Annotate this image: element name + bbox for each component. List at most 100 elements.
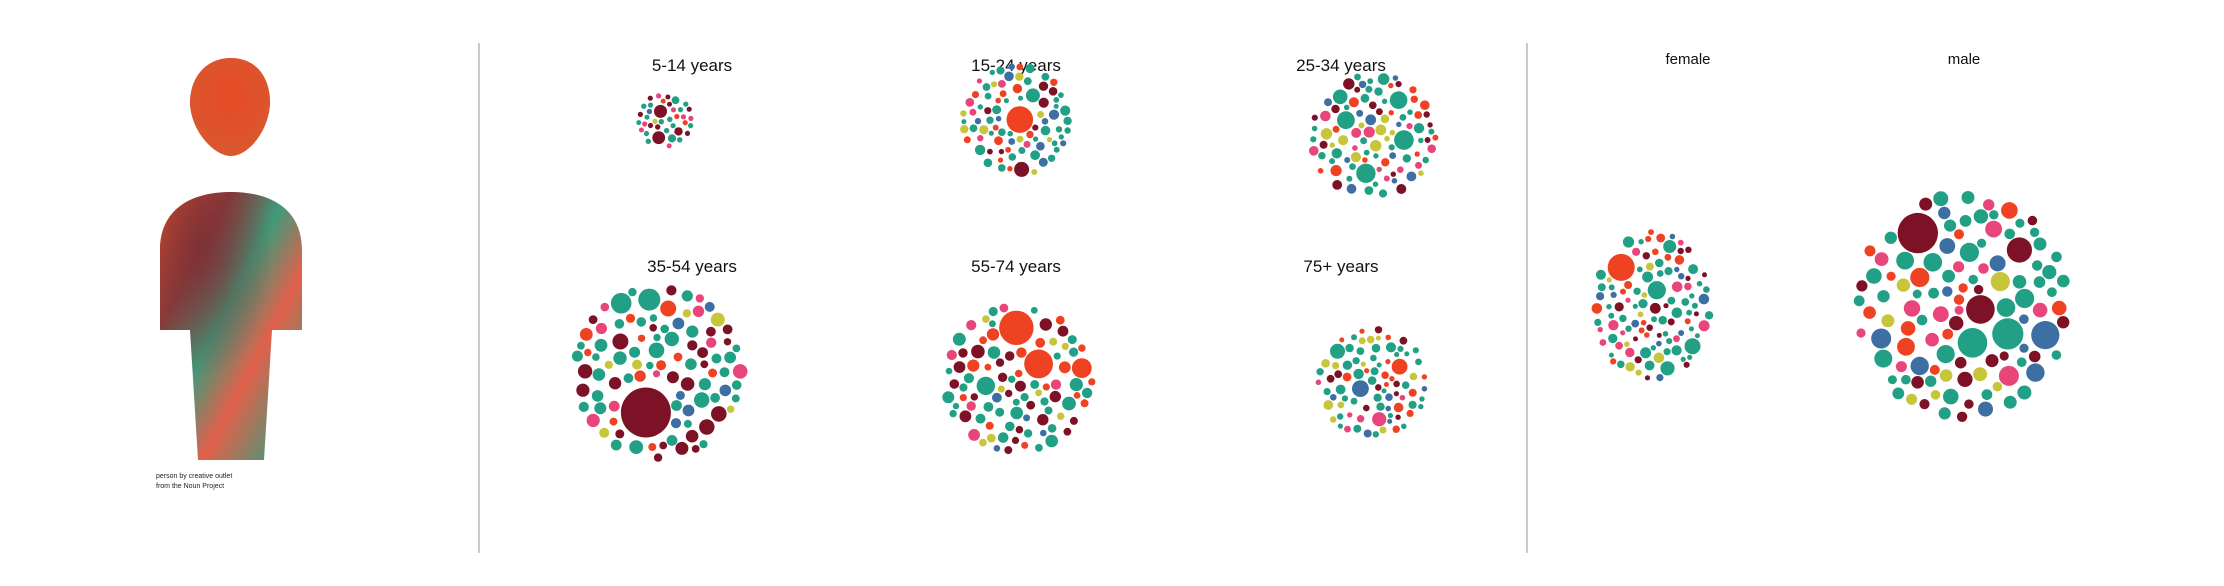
bubble — [1887, 375, 1897, 385]
bubble — [2051, 251, 2062, 263]
bubble — [976, 78, 983, 84]
bubble — [688, 123, 694, 129]
bubble — [732, 364, 748, 379]
bubble — [998, 164, 1006, 172]
bubble — [685, 429, 699, 443]
bubble — [671, 400, 682, 411]
bubble — [674, 113, 680, 120]
bubble — [610, 439, 622, 451]
bubble — [628, 287, 637, 297]
bubble — [2004, 228, 2015, 240]
bubble — [983, 158, 993, 168]
bubble — [664, 331, 679, 347]
bubble — [1370, 140, 1382, 152]
bubble — [1691, 302, 1698, 309]
bubble — [1999, 351, 2009, 361]
bubble — [1664, 267, 1673, 276]
bubble — [1023, 140, 1031, 148]
bubble — [577, 341, 585, 350]
bubble — [680, 377, 695, 391]
bubble — [1331, 104, 1340, 114]
bubble — [1387, 418, 1393, 424]
bubble — [1344, 425, 1351, 433]
bubble — [984, 92, 992, 100]
bubble — [1390, 171, 1397, 177]
bubble — [652, 118, 658, 124]
bubble — [1610, 358, 1617, 365]
bubble — [1973, 367, 1988, 382]
bubble — [1409, 372, 1418, 381]
bubble — [1388, 82, 1394, 89]
bubble — [1388, 144, 1395, 151]
bubble — [644, 114, 650, 120]
bubble — [1614, 302, 1624, 312]
bubble — [1358, 122, 1365, 129]
bubble — [1330, 165, 1342, 177]
bubble — [1311, 125, 1318, 132]
bubble — [1957, 371, 1973, 387]
bubble — [966, 320, 977, 331]
bubble — [1014, 380, 1026, 392]
bubble — [579, 328, 593, 341]
bubble — [1422, 156, 1429, 164]
bubble — [629, 346, 641, 358]
bubble — [1645, 235, 1652, 243]
bubble — [1352, 357, 1360, 365]
bubble — [1342, 360, 1353, 370]
bubble — [1396, 184, 1407, 194]
bubble — [970, 393, 978, 401]
bubble — [1678, 273, 1685, 280]
bubble — [2006, 237, 2032, 263]
bubble — [1396, 121, 1402, 128]
bubble — [686, 106, 692, 112]
bubble — [1341, 395, 1348, 402]
bubble — [699, 419, 715, 435]
bubble — [1938, 206, 1951, 220]
bubble — [1329, 158, 1336, 165]
bubble — [670, 418, 682, 429]
bubble — [1377, 73, 1390, 85]
bubble — [1930, 390, 1941, 400]
bubble — [1608, 320, 1619, 331]
bubble — [646, 361, 654, 370]
bubble — [1343, 104, 1350, 111]
bubble — [1038, 157, 1048, 167]
bubble — [1698, 293, 1710, 305]
bubble — [1625, 325, 1632, 332]
bubble — [1063, 116, 1072, 126]
bubble — [675, 441, 689, 455]
bubble — [591, 390, 604, 402]
bubble — [1062, 396, 1076, 411]
bubble — [986, 328, 1000, 341]
bubble — [1678, 330, 1685, 336]
bubble — [1652, 248, 1659, 256]
bubble — [667, 116, 673, 123]
bubble — [1004, 446, 1013, 455]
bubble — [604, 360, 613, 369]
bubble — [1005, 146, 1011, 153]
bubble — [672, 317, 685, 330]
bubble — [1418, 403, 1424, 410]
image-credit: person by creative outlet from the Noun … — [156, 472, 232, 492]
bubble — [1347, 412, 1353, 418]
bubble — [1884, 231, 1898, 244]
group-label-75-plus: 75+ years — [1303, 257, 1379, 276]
bubble — [1685, 246, 1692, 253]
bubble — [1005, 421, 1015, 432]
bubble — [999, 90, 1007, 98]
bubble — [1080, 399, 1089, 408]
bubble — [969, 108, 977, 116]
bubble — [1011, 436, 1020, 444]
bubble — [946, 349, 957, 361]
bubble — [959, 410, 972, 423]
bubble — [1337, 413, 1344, 420]
bubble — [655, 124, 661, 130]
bubble — [1853, 295, 1865, 307]
bubble — [1681, 298, 1690, 306]
bubble — [1413, 123, 1425, 134]
bubble — [1385, 359, 1391, 365]
bubble — [1069, 347, 1079, 357]
bubble — [1324, 98, 1332, 107]
bubble — [1323, 388, 1331, 396]
bubble — [1410, 95, 1419, 104]
